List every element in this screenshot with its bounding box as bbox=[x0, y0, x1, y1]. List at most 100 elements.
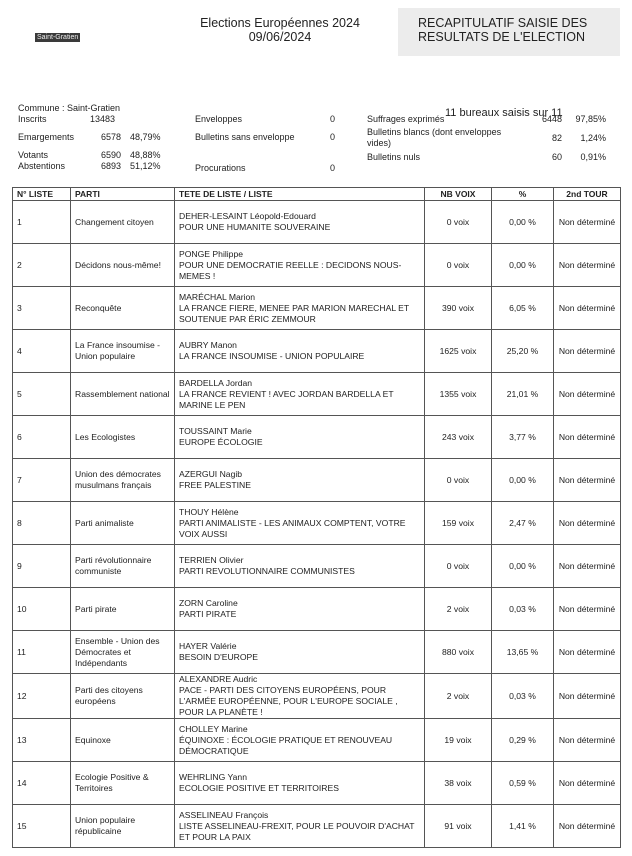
second-round: Non déterminé bbox=[553, 501, 621, 545]
party-name: Union des démocrates musulmans français bbox=[70, 458, 175, 502]
table-row: 14 Ecologie Positive & Territoires WEHRL… bbox=[12, 761, 621, 805]
list-name: FREE PALESTINE bbox=[179, 480, 251, 490]
col-2nd-tour: 2nd TOUR bbox=[553, 187, 621, 201]
votants-pct: 48,88% bbox=[130, 150, 161, 160]
vote-count: 390 voix bbox=[424, 286, 492, 330]
votants-value: 6590 bbox=[100, 150, 121, 160]
list-number: 15 bbox=[12, 804, 71, 848]
list-number: 4 bbox=[12, 329, 71, 373]
list-head-cell: HAYER Valérie BESOIN D'EUROPE bbox=[174, 630, 425, 674]
table-row: 6 Les Ecologistes TOUSSAINT Marie EUROPE … bbox=[12, 415, 621, 459]
vote-count: 0 voix bbox=[424, 200, 492, 244]
list-number: 3 bbox=[12, 286, 71, 330]
list-head: MARÉCHAL Marion bbox=[179, 291, 256, 302]
blancs-label: Bulletins blancs (dont enveloppes vides) bbox=[367, 127, 502, 148]
list-head: DEHER-LESAINT Léopold-Edouard bbox=[179, 211, 316, 221]
procurations-value: 0 bbox=[330, 163, 336, 173]
list-head-cell: ASSELINEAU François LISTE ASSELINEAU-FREX… bbox=[174, 804, 425, 848]
table-row: 13 Equinoxe CHOLLEY Marine ÉQUINOXE : ÉCO… bbox=[12, 718, 621, 762]
vote-pct: 0,00 % bbox=[491, 200, 554, 244]
party-name: Décidons nous-même! bbox=[70, 243, 175, 287]
party-name: La France insoumise - Union populaire bbox=[70, 329, 175, 373]
vote-pct: 6,05 % bbox=[491, 286, 554, 330]
list-head: BARDELLA Jordan bbox=[179, 377, 253, 388]
vote-count: 243 voix bbox=[424, 415, 492, 459]
list-name: PARTI PIRATE bbox=[179, 609, 237, 619]
list-head: ZORN Caroline bbox=[179, 598, 238, 608]
second-round: Non déterminé bbox=[553, 243, 621, 287]
vote-pct: 0,59 % bbox=[491, 761, 554, 805]
list-number: 5 bbox=[12, 372, 71, 416]
table-row: 2 Décidons nous-même! PONGE Philippe POUR… bbox=[12, 243, 621, 287]
col-voix: NB VOIX bbox=[424, 187, 492, 201]
vote-pct: 2,47 % bbox=[491, 501, 554, 545]
election-title: Elections Européennes 2024 09/06/2024 bbox=[180, 16, 380, 44]
list-name: BESOIN D'EUROPE bbox=[179, 652, 259, 662]
list-head: PONGE Philippe bbox=[179, 248, 244, 259]
vote-pct: 21,01 % bbox=[491, 372, 554, 416]
table-header: N° LISTE PARTI TETE DE LISTE / LISTE NB … bbox=[12, 187, 621, 201]
vote-count: 2 voix bbox=[424, 587, 492, 631]
vote-count: 159 voix bbox=[424, 501, 492, 545]
list-head: HAYER Valérie bbox=[179, 641, 237, 651]
bureaux-count: 11 bureaux saisis sur 11 bbox=[445, 107, 563, 119]
list-number: 10 bbox=[12, 587, 71, 631]
list-name: PARTI ANIMALISTE - LES ANIMAUX COMPTENT,… bbox=[179, 517, 406, 539]
vote-count: 38 voix bbox=[424, 761, 492, 805]
list-head-cell: AZERGUI Nagib FREE PALESTINE bbox=[174, 458, 425, 502]
election-name: Elections Européennes 2024 bbox=[200, 16, 360, 30]
party-name: Parti des citoyens européens bbox=[70, 673, 175, 719]
blancs-value: 82 bbox=[551, 133, 562, 143]
second-round: Non déterminé bbox=[553, 286, 621, 330]
second-round: Non déterminé bbox=[553, 587, 621, 631]
party-name: Ensemble - Union des Démocrates et Indép… bbox=[70, 630, 175, 674]
list-number: 12 bbox=[12, 673, 71, 719]
blancs-pct: 1,24% bbox=[580, 133, 606, 143]
abstentions-value: 6893 bbox=[100, 161, 121, 171]
table-row: 1 Changement citoyen DEHER-LESAINT Léopo… bbox=[12, 200, 621, 244]
sans-enveloppe-value: 0 bbox=[330, 132, 336, 142]
logo: Saint-Gratien bbox=[35, 33, 81, 42]
procurations-label: Procurations bbox=[195, 163, 246, 173]
vote-pct: 25,20 % bbox=[491, 329, 554, 373]
second-round: Non déterminé bbox=[553, 718, 621, 762]
party-name: Union populaire républicaine bbox=[70, 804, 175, 848]
results-table: N° LISTE PARTI TETE DE LISTE / LISTE NB … bbox=[12, 187, 621, 848]
list-head: ALEXANDRE Audric bbox=[179, 674, 258, 684]
list-name: LISTE ASSELINEAU-FREXIT, POUR LE POUVOIR… bbox=[179, 820, 415, 842]
list-head: WEHRLING Yann bbox=[179, 772, 247, 782]
second-round: Non déterminé bbox=[553, 630, 621, 674]
table-row: 12 Parti des citoyens européens ALEXANDR… bbox=[12, 673, 621, 719]
emargements-pct: 48,79% bbox=[130, 132, 161, 142]
party-name: Les Ecologistes bbox=[70, 415, 175, 459]
recap-line2: RESULTATS DE L'ELECTION bbox=[418, 30, 586, 44]
second-round: Non déterminé bbox=[553, 372, 621, 416]
table-row: 7 Union des démocrates musulmans françai… bbox=[12, 458, 621, 502]
second-round: Non déterminé bbox=[553, 329, 621, 373]
vote-count: 91 voix bbox=[424, 804, 492, 848]
vote-count: 2 voix bbox=[424, 673, 492, 719]
vote-pct: 0,03 % bbox=[491, 673, 554, 719]
list-name: PACE - PARTI DES CITOYENS EUROPÉENS, POU… bbox=[179, 685, 398, 717]
party-name: Reconquête bbox=[70, 286, 175, 330]
table-row: 10 Parti pirate ZORN Caroline PARTI PIRAT… bbox=[12, 587, 621, 631]
enveloppes-label: Enveloppes bbox=[195, 114, 243, 124]
exprimes-value: 6448 bbox=[541, 114, 562, 124]
votants-label: Votants bbox=[18, 150, 49, 160]
second-round: Non déterminé bbox=[553, 673, 621, 719]
list-name: LA FRANCE FIERE, MENEE PAR MARION MARECH… bbox=[179, 302, 410, 324]
party-name: Equinoxe bbox=[70, 718, 175, 762]
exprimes-label: Suffrages exprimés bbox=[367, 114, 445, 124]
vote-pct: 0,03 % bbox=[491, 587, 554, 631]
vote-count: 0 voix bbox=[424, 544, 492, 588]
list-number: 7 bbox=[12, 458, 71, 502]
list-head: THOUY Hélène bbox=[179, 506, 239, 517]
list-number: 8 bbox=[12, 501, 71, 545]
vote-count: 1355 voix bbox=[424, 372, 492, 416]
list-head: AZERGUI Nagib bbox=[179, 469, 243, 479]
list-head-cell: THOUY Hélène PARTI ANIMALISTE - LES ANIMA… bbox=[174, 501, 425, 545]
list-number: 11 bbox=[12, 630, 71, 674]
col-pct: % bbox=[491, 187, 554, 201]
election-date: 09/06/2024 bbox=[248, 30, 312, 44]
party-name: Parti pirate bbox=[70, 587, 175, 631]
